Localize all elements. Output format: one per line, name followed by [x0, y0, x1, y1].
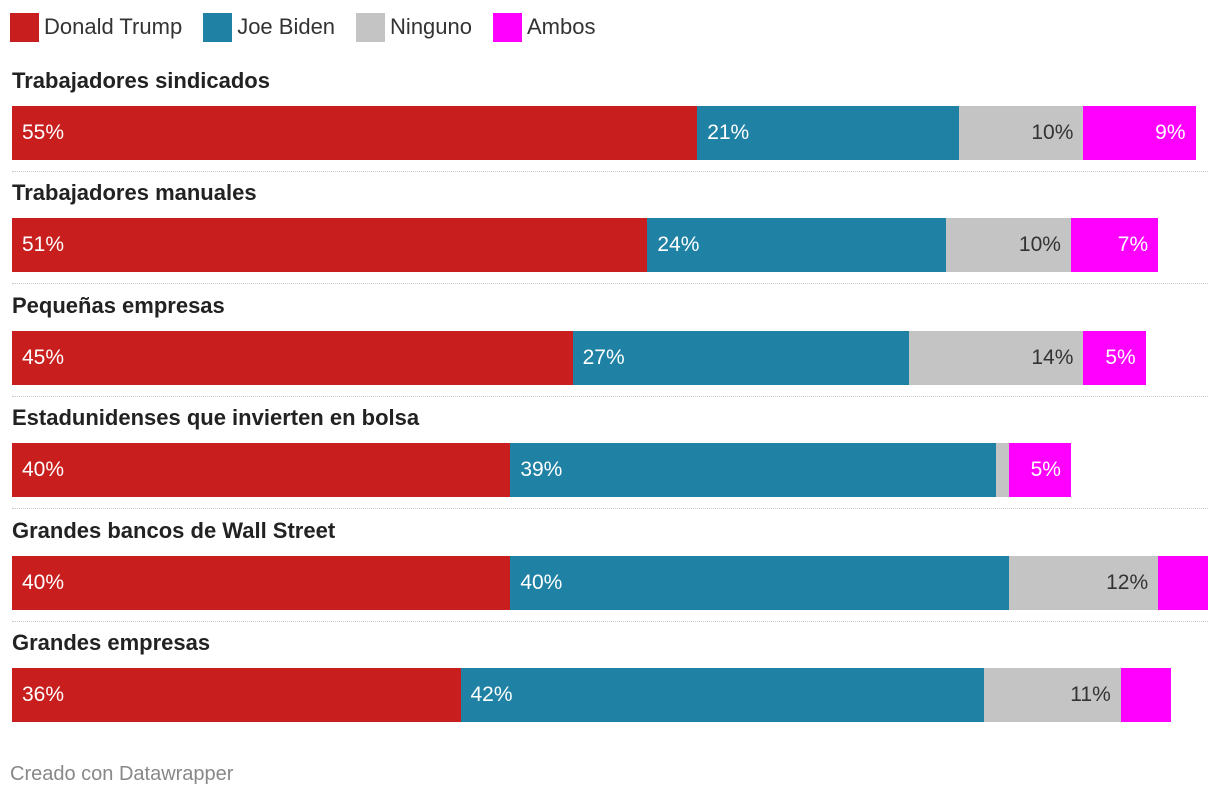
bar-value-label: 10%: [1031, 121, 1074, 144]
footer-credit: Creado con Datawrapper: [10, 763, 234, 785]
legend-swatch-biden: [203, 12, 233, 42]
bar-segment-biden: [697, 106, 959, 160]
legend-item-biden: Joe Biden: [203, 12, 336, 42]
legend-label-trump: Donald Trump: [44, 14, 183, 39]
bar-value-label: 40%: [22, 458, 65, 481]
bar-segment-trump: [12, 331, 573, 385]
legend-item-ambos: Ambos: [493, 12, 596, 42]
bar-segment-trump: [12, 106, 698, 160]
legend-swatch-ninguno: [356, 12, 386, 42]
bar-segment-biden: [510, 443, 997, 497]
stacked-bar-chart: Trabajadores sindicados 55% 21% 10% 9% Trabaj…: [12, 68, 1208, 722]
bar-segment-ninguno: [983, 668, 1121, 722]
legend-item-trump: Donald Trump: [10, 12, 183, 42]
bar-value-label: 39%: [520, 458, 563, 481]
legend-label-ninguno: Ninguno: [390, 14, 472, 39]
bar-value-label: 51%: [22, 233, 65, 256]
bar-value-label: 27%: [582, 346, 625, 369]
bar-segment-biden: [510, 556, 1009, 610]
bar-value-label: 14%: [1031, 346, 1074, 369]
row-title: Trabajadores manuales: [12, 180, 257, 205]
bar-segment-ninguno: [946, 218, 1071, 272]
bar-segment-ambos: [1083, 331, 1146, 385]
bar-segment-ambos: [1070, 218, 1159, 272]
bar-segment-biden: [647, 218, 947, 272]
legend-label-biden: Joe Biden: [237, 14, 336, 39]
bar-segment-ninguno: [1008, 556, 1159, 610]
bar-value-label: 7%: [1117, 233, 1149, 256]
bar-segment-ambos: [1120, 668, 1171, 722]
row-divider: [12, 283, 1208, 284]
bar-segment-trump: [12, 443, 511, 497]
bar-segment-trump: [12, 218, 648, 272]
row-title: Trabajadores sindicados: [12, 68, 270, 93]
bar-segment-ambos: [1008, 443, 1071, 497]
bar-segment-biden: [572, 331, 909, 385]
bar-value-label: 5%: [1030, 458, 1061, 481]
bar-value-label: 42%: [470, 683, 513, 706]
row-title: Pequeñas empresas: [12, 293, 225, 318]
row-divider: [12, 621, 1208, 622]
bar-segment-trump: [12, 668, 461, 722]
bar-value-label: 55%: [22, 121, 65, 144]
bar-value-label: 36%: [22, 683, 65, 706]
row-title: Estadunidenses que invierten en bolsa: [12, 405, 420, 430]
bar-value-label: 12%: [1106, 571, 1149, 594]
legend-label-ambos: Ambos: [527, 14, 596, 39]
bar-value-label: 24%: [657, 233, 700, 256]
bar-segment-ninguno: [958, 106, 1084, 160]
legend-item-ninguno: Ninguno: [356, 12, 472, 42]
row-divider: [12, 396, 1208, 397]
bar-value-label: 40%: [22, 571, 65, 594]
row-divider: [12, 508, 1208, 509]
legend-swatch-trump: [10, 12, 39, 42]
bar-value-label: 9%: [1155, 121, 1186, 144]
bar-value-label: 21%: [707, 121, 750, 144]
chart-legend: Donald Trump Joe Biden Ninguno Ambos: [10, 11, 616, 43]
bar-segment-ninguno: [909, 331, 1084, 385]
bar-value-label: 40%: [520, 571, 563, 594]
bar-segment-biden: [460, 668, 984, 722]
bar-value-label: 10%: [1018, 233, 1061, 256]
bar-segment-ambos: [1158, 556, 1208, 610]
bar-value-label: 11%: [1070, 683, 1111, 706]
row-divider: [12, 171, 1208, 172]
legend-swatch-ambos: [493, 12, 522, 42]
bar-value-label: 45%: [22, 346, 65, 369]
bar-segment-ninguno: [996, 443, 1009, 497]
row-title: Grandes bancos de Wall Street: [12, 518, 336, 543]
bar-segment-ambos: [1083, 106, 1196, 160]
bar-segment-trump: [12, 556, 511, 610]
bar-value-label: 5%: [1105, 346, 1136, 369]
row-title: Grandes empresas: [12, 630, 211, 655]
